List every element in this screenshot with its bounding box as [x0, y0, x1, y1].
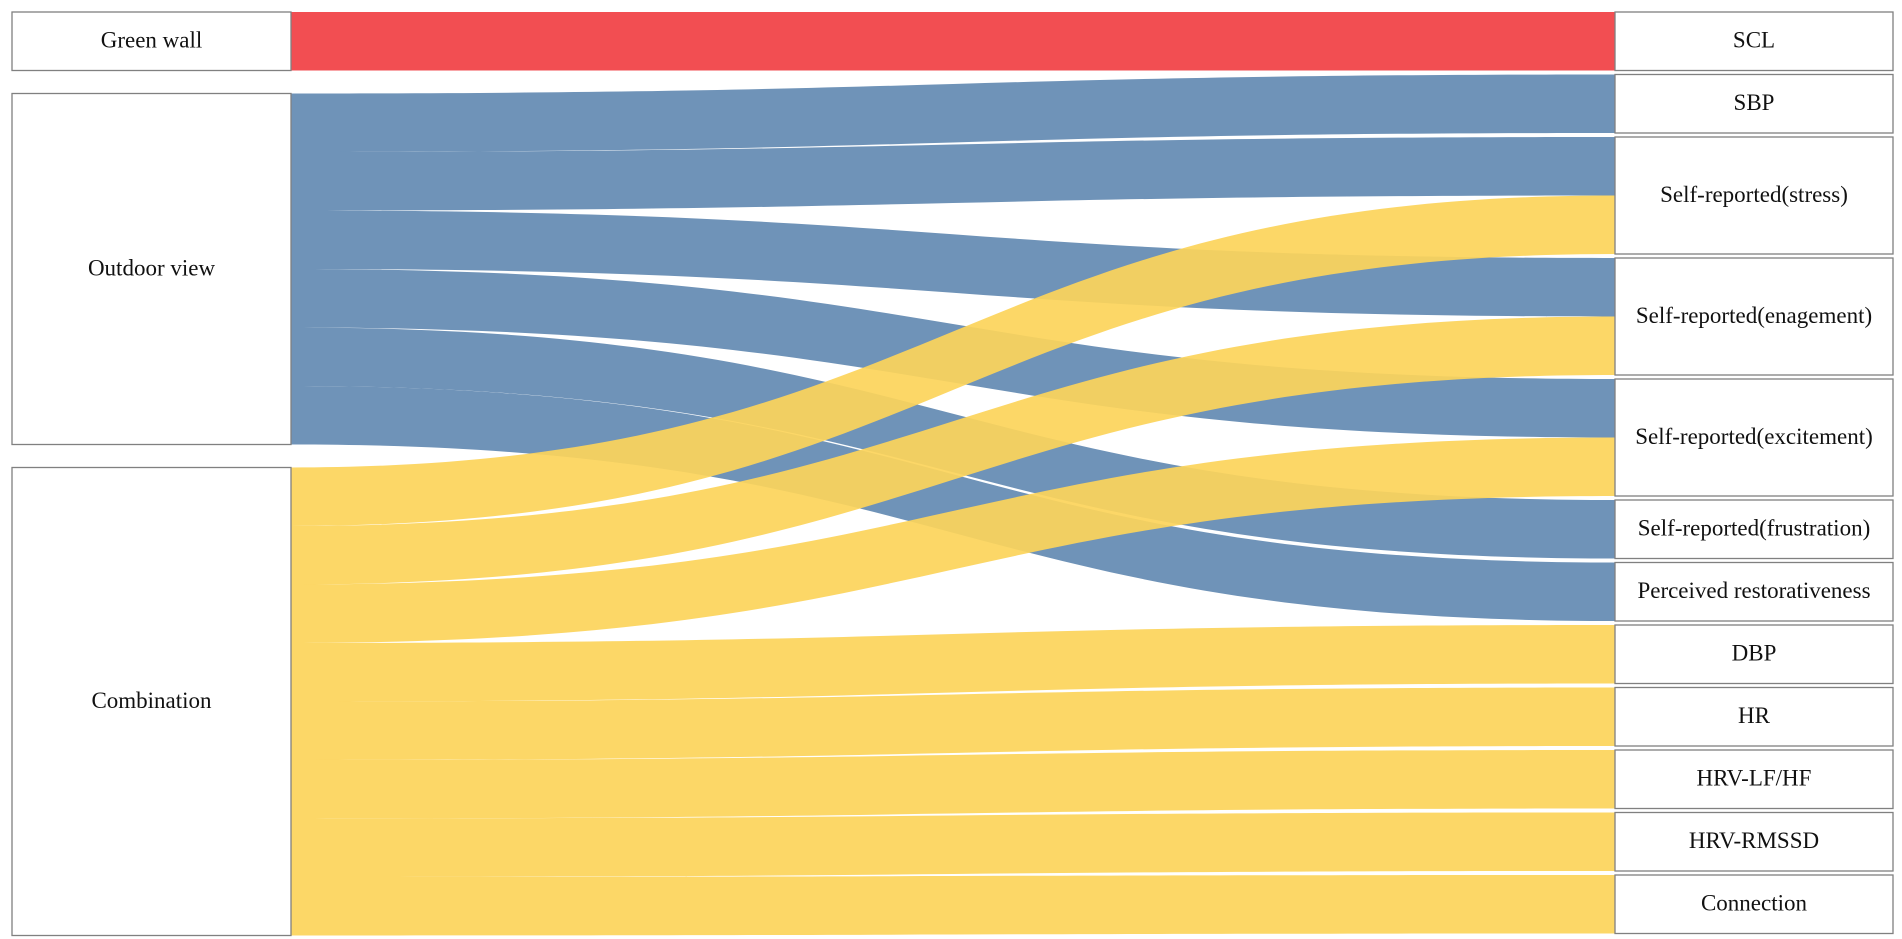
target-node-box — [1614, 499, 1894, 560]
target-node-stress: Self-reported(stress) — [1614, 136, 1894, 255]
target-node-box — [1614, 624, 1894, 685]
source-node-box — [11, 92, 292, 446]
target-node-label: Self-reported(stress) — [1660, 182, 1848, 207]
target-node-box — [1614, 136, 1894, 255]
target-node-dbp: DBP — [1614, 624, 1894, 685]
target-node-label: DBP — [1732, 641, 1777, 666]
source-node-green-wall: Green wall — [11, 11, 292, 72]
target-node-box — [1614, 257, 1894, 376]
source-node-label: Outdoor view — [88, 255, 216, 280]
flow-combination-to-connection — [291, 875, 1615, 936]
target-node-scl: SCL — [1614, 11, 1894, 72]
target-node-box — [1614, 874, 1894, 935]
target-node-label: HR — [1738, 703, 1771, 728]
target-node-hrv-lfhf: HRV-LF/HF — [1614, 749, 1894, 810]
target-node-label: Self-reported(excitement) — [1635, 424, 1873, 449]
flows-layer — [291, 12, 1615, 936]
target-node-sbp: SBP — [1614, 73, 1894, 134]
source-node-outdoor-view: Outdoor view — [11, 92, 292, 446]
flow-green-wall-to-scl — [291, 12, 1615, 71]
target-node-label: HRV-RMSSD — [1689, 828, 1819, 853]
target-node-engagement: Self-reported(enagement) — [1614, 257, 1894, 376]
target-node-label: Perceived restorativeness — [1637, 578, 1870, 603]
target-node-excitement: Self-reported(excitement) — [1614, 378, 1894, 497]
nodes-layer: Green wall Outdoor view Combination SCL SBP S… — [11, 11, 1894, 937]
flow-combination-to-hrv-lfhf — [291, 750, 1615, 819]
flow-combination-to-hr — [291, 687, 1615, 760]
target-node-box — [1614, 749, 1894, 810]
source-node-box — [11, 466, 292, 937]
flow-outdoor-view-to-sbp — [291, 74, 1615, 152]
target-node-box — [1614, 378, 1894, 497]
target-node-label: Self-reported(frustration) — [1638, 516, 1870, 541]
flow-combination-to-excitement — [291, 437, 1615, 643]
target-node-box — [1614, 811, 1894, 872]
target-node-box — [1614, 11, 1894, 72]
flow-combination-to-hrv-rmssd — [291, 812, 1615, 877]
flow-outdoor-view-to-engagement — [291, 210, 1615, 317]
target-node-hrv-rmssd: HRV-RMSSD — [1614, 811, 1894, 872]
source-node-box — [11, 11, 292, 72]
target-node-box — [1614, 73, 1894, 134]
target-node-label: HRV-LF/HF — [1697, 766, 1812, 791]
flow-combination-to-dbp — [291, 625, 1615, 702]
target-node-connection: Connection — [1614, 874, 1894, 935]
target-node-frustration: Self-reported(frustration) — [1614, 499, 1894, 560]
source-node-label: Combination — [91, 688, 212, 713]
target-node-hr: HR — [1614, 686, 1894, 747]
source-node-label: Green wall — [101, 28, 203, 53]
flow-outdoor-view-to-stress — [291, 137, 1615, 211]
target-node-label: SCL — [1733, 28, 1775, 53]
target-node-restorativeness: Perceived restorativeness — [1614, 561, 1894, 622]
target-node-label: SBP — [1734, 90, 1775, 115]
target-node-box — [1614, 561, 1894, 622]
target-node-label: Self-reported(enagement) — [1636, 303, 1872, 328]
source-node-combination: Combination — [11, 466, 292, 937]
flow-combination-to-engagement — [291, 316, 1615, 585]
target-node-box — [1614, 686, 1894, 747]
target-node-label: Connection — [1701, 891, 1808, 916]
flow-combination-to-stress — [291, 195, 1615, 526]
